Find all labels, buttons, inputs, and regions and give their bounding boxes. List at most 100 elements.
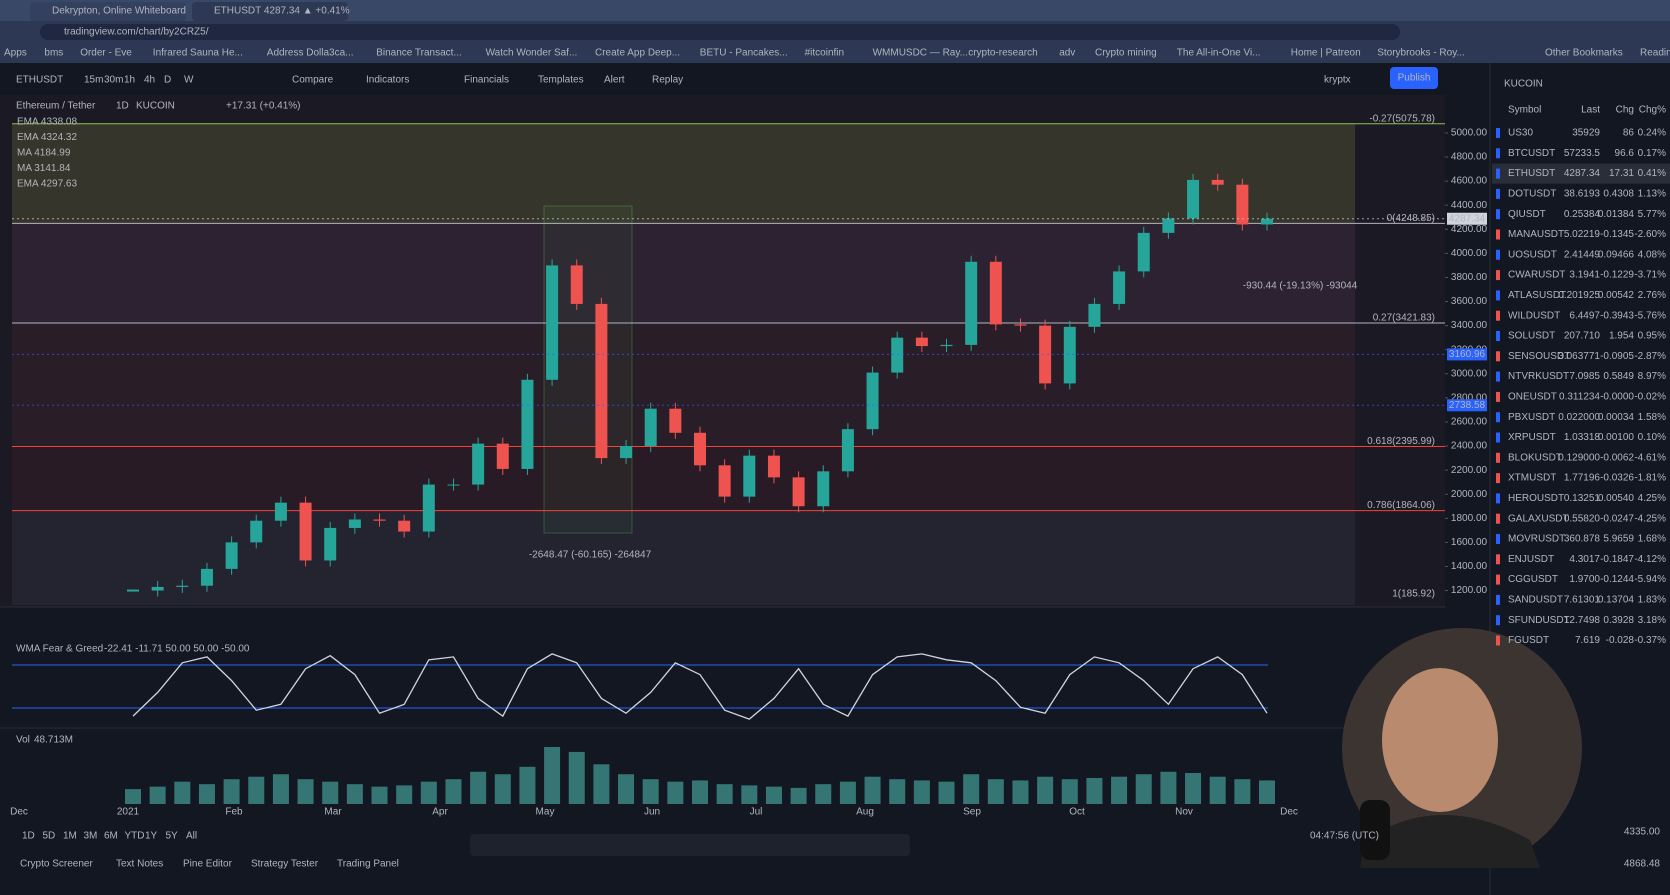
candle xyxy=(1063,326,1076,384)
watchlist-cell[interactable]: SOLUSDT xyxy=(1508,331,1555,342)
interval[interactable]: D xyxy=(164,75,171,86)
bookmark[interactable]: WMMUSDC — Ray... xyxy=(873,48,968,59)
bookmark[interactable]: adv xyxy=(1059,48,1075,59)
column-header: Symbol xyxy=(1508,105,1541,116)
volume-bar xyxy=(1086,777,1103,804)
candle xyxy=(250,520,263,543)
candle xyxy=(694,432,706,466)
bookmark[interactable]: Apps xyxy=(4,48,27,59)
volume-bar xyxy=(815,784,832,804)
bookmark[interactable]: #itcoinfin xyxy=(805,48,844,59)
bookmark[interactable]: Crypto mining xyxy=(1095,48,1157,59)
drawing-toolbar[interactable] xyxy=(470,834,910,856)
bottom-tab[interactable]: Crypto Screener xyxy=(20,859,93,870)
range-button[interactable]: 1Y xyxy=(145,831,158,842)
x-tick-label: Dec xyxy=(10,807,28,818)
watchlist-cell[interactable]: WILDUSDT xyxy=(1508,310,1560,321)
y-tick-label: 1600.00 xyxy=(1451,537,1488,548)
bookmark[interactable]: Order - Eve xyxy=(80,48,132,59)
watchlist-cell[interactable]: SANDUSDT xyxy=(1508,595,1563,606)
bookmark[interactable]: Binance Transact... xyxy=(376,48,462,59)
toolbar-button[interactable]: Replay xyxy=(652,75,683,86)
range-button[interactable]: 1D xyxy=(22,831,35,842)
watchlist-cell[interactable]: ETHUSDT xyxy=(1508,168,1555,179)
bookmark[interactable]: Infrared Sauna He... xyxy=(153,48,243,59)
toolbar-button[interactable]: Financials xyxy=(464,75,509,86)
bookmark[interactable]: The All-in-One Vi... xyxy=(1177,48,1261,59)
toolbar-button[interactable]: Compare xyxy=(292,75,334,86)
watchlist-cell[interactable]: XTMUSDT xyxy=(1508,473,1556,484)
candle xyxy=(151,586,164,591)
watchlist-cell: -5.94% xyxy=(1634,574,1666,585)
watchlist-cell[interactable]: UOSUSDT xyxy=(1508,249,1557,260)
candle xyxy=(1088,303,1101,327)
bookmark[interactable]: Home | Patreon xyxy=(1291,48,1361,59)
interval[interactable]: 1h xyxy=(124,75,135,86)
range-button[interactable]: 1M xyxy=(63,831,77,842)
range-button[interactable]: 5D xyxy=(43,831,56,842)
symbol-flag xyxy=(1496,209,1500,220)
volume-bar xyxy=(494,774,511,804)
watchlist-cell[interactable]: ONEUSDT xyxy=(1508,392,1557,403)
watchlist-cell: -0.028 xyxy=(1606,635,1635,646)
watchlist-cell[interactable]: XRPUSDT xyxy=(1508,432,1556,443)
chart-title: Ethereum / Tether xyxy=(16,101,96,112)
interval[interactable]: 4h xyxy=(144,75,155,86)
watchlist-cell: 5.02219 xyxy=(1564,229,1601,240)
watchlist-cell[interactable]: ENJUSDT xyxy=(1508,554,1554,565)
interval[interactable]: 15m xyxy=(84,75,103,86)
bookmark[interactable]: Reading xyxy=(1640,48,1670,59)
browser-tab[interactable] xyxy=(30,2,186,21)
candle xyxy=(891,337,904,373)
watchlist-cell[interactable]: MOVRUSDT xyxy=(1508,534,1565,545)
watchlist-cell[interactable]: CWARUSDT xyxy=(1508,270,1565,281)
range-button[interactable]: 3M xyxy=(84,831,98,842)
watchlist-cell[interactable]: US30 xyxy=(1508,128,1533,139)
range-button[interactable]: 5Y xyxy=(166,831,179,842)
range-button[interactable]: 6M xyxy=(104,831,118,842)
watchlist-cell[interactable]: FGUSDT xyxy=(1508,635,1549,646)
url-field xyxy=(40,24,1400,40)
publish-button[interactable] xyxy=(1390,67,1438,89)
watchlist-cell[interactable]: QIUSDT xyxy=(1508,209,1546,220)
bookmark[interactable]: bms xyxy=(44,48,63,59)
symbol-flag xyxy=(1496,249,1500,260)
toolbar-button[interactable]: Alert xyxy=(604,75,625,86)
bookmark[interactable]: Create App Deep... xyxy=(595,48,680,59)
bookmark[interactable]: Storybrooks - Roy... xyxy=(1377,48,1465,59)
candle xyxy=(915,337,928,347)
y-tick-label: 1400.00 xyxy=(1451,561,1488,572)
bookmark[interactable]: BETU - Pancakes... xyxy=(700,48,788,59)
watchlist-cell[interactable]: BTCUSDT xyxy=(1508,148,1555,159)
watchlist-cell[interactable]: CGGUSDT xyxy=(1508,574,1558,585)
candle xyxy=(398,520,411,532)
watchlist-cell[interactable]: GALAXUSDT xyxy=(1508,513,1569,524)
watchlist-cell[interactable]: BLOKUSDT xyxy=(1508,452,1562,463)
range-button[interactable]: YTD xyxy=(125,831,145,842)
watchlist-cell[interactable]: MANAUSDT xyxy=(1508,229,1564,240)
bottom-tab[interactable]: Trading Panel xyxy=(337,859,399,870)
interval[interactable]: W xyxy=(184,75,194,86)
range-button[interactable]: All xyxy=(186,831,197,842)
toolbar-button[interactable]: Indicators xyxy=(366,75,409,86)
watchlist-cell[interactable]: HEROUSDT xyxy=(1508,493,1564,504)
interval[interactable]: 30m xyxy=(104,75,123,86)
publish[interactable]: Publish xyxy=(1398,73,1431,84)
watchlist-cell[interactable]: PBXUSDT xyxy=(1508,412,1555,423)
bookmark[interactable]: Address Dolla3ca... xyxy=(267,48,354,59)
exchange: KUCOIN xyxy=(136,101,175,112)
watchlist-cell[interactable]: SENSOUSDT xyxy=(1508,351,1570,362)
symbol-flag xyxy=(1496,412,1500,423)
browser-tab[interactable] xyxy=(192,2,348,21)
bottom-tab[interactable]: Text Notes xyxy=(116,859,163,870)
watchlist-cell[interactable]: SFUNDUSDT xyxy=(1508,615,1570,626)
bottom-tab[interactable]: Strategy Tester xyxy=(251,859,319,870)
watchlist-cell[interactable]: DOTUSDT xyxy=(1508,189,1556,200)
watchlist-cell[interactable]: ATLASUSDT xyxy=(1508,290,1566,301)
bookmark[interactable]: crypto-research xyxy=(968,48,1037,59)
bookmark[interactable]: Other Bookmarks xyxy=(1545,48,1623,59)
watchlist-cell[interactable]: NTVRKUSDT xyxy=(1508,371,1569,382)
toolbar-button[interactable]: Templates xyxy=(538,75,584,86)
bookmark[interactable]: Watch Wonder Saf... xyxy=(486,48,578,59)
bottom-tab[interactable]: Pine Editor xyxy=(183,859,233,870)
